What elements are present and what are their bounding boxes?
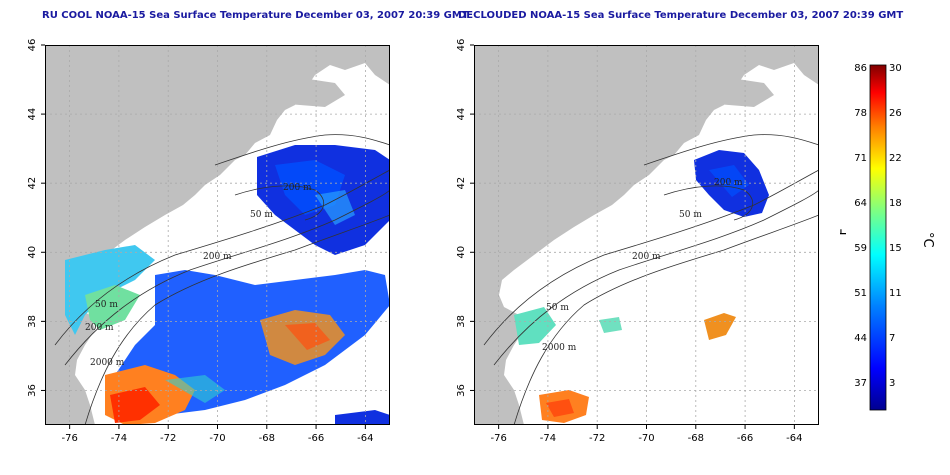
colorbar-gradient (869, 64, 887, 411)
celsius-tick-label: 26 (889, 108, 902, 119)
y-tick-label: 46 (27, 39, 38, 52)
fahrenheit-tick-label: 59 (854, 243, 867, 254)
raw-sst-map: 200 m 50 m 200 m 50 m 200 m 2000 m (45, 45, 390, 425)
depth-label: 2000 m (90, 358, 125, 368)
x-tick-label: -70 (638, 433, 654, 444)
y-tick-label: 38 (456, 315, 467, 328)
right-panel-title: DECLOUDED NOAA-15 Sea Surface Temperatur… (458, 10, 904, 21)
celsius-tick-label: 18 (889, 198, 902, 209)
celsius-label: °C (920, 232, 935, 248)
left-panel-title: RU COOL NOAA-15 Sea Surface Temperature … (42, 10, 469, 21)
depth-label: 50 m (546, 303, 569, 313)
depth-label: 200 m (714, 178, 743, 188)
depth-label: 50 m (250, 210, 273, 220)
fahrenheit-tick-label: 86 (854, 63, 867, 74)
y-tick-label: 38 (27, 315, 38, 328)
depth-label: 200 m (85, 323, 114, 333)
graticule (45, 45, 390, 425)
celsius-tick-label: 7 (889, 333, 895, 344)
temperature-colorbar: 86 78 71 64 59 51 44 37 30 26 22 18 15 11 7 3 °F °C (840, 63, 935, 411)
depth-label: 50 m (95, 300, 118, 310)
x-tick-label: -68 (688, 433, 704, 444)
x-tick-label: -64 (357, 433, 373, 444)
depth-label: 50 m (679, 210, 702, 220)
bathymetry-contours (483, 134, 819, 425)
celsius-tick-label: 30 (889, 63, 902, 74)
x-tick-label: -74 (540, 433, 556, 444)
depth-label: 200 m (632, 252, 661, 262)
land-mass (45, 45, 390, 425)
land-mass (474, 45, 819, 425)
y-tick-label: 40 (27, 246, 38, 259)
x-tick-label: -76 (61, 433, 77, 444)
sst-data (514, 150, 769, 423)
y-tick-label: 40 (456, 246, 467, 259)
celsius-tick-label: 11 (889, 288, 902, 299)
y-tick-label: 44 (27, 108, 38, 121)
x-tick-label: -70 (209, 433, 225, 444)
graticule (474, 45, 819, 425)
x-tick-label: -72 (589, 433, 605, 444)
declouded-sst-map: 200 m 50 m 200 m 50 m 2000 m (474, 45, 819, 425)
y-tick-label: 36 (27, 384, 38, 397)
x-tick-label: -74 (111, 433, 127, 444)
y-tick-label: 42 (27, 177, 38, 190)
celsius-tick-label: 3 (889, 378, 895, 389)
y-tick-label: 44 (456, 108, 467, 121)
x-tick-label: -66 (308, 433, 324, 444)
celsius-tick-label: 15 (889, 243, 902, 254)
y-tick-label: 36 (456, 384, 467, 397)
fahrenheit-tick-label: 37 (854, 378, 867, 389)
y-tick-label: 46 (456, 39, 467, 52)
fahrenheit-tick-label: 51 (854, 288, 867, 299)
depth-label: 200 m (283, 183, 312, 193)
fahrenheit-tick-label: 78 (854, 108, 867, 119)
fahrenheit-label: °F (840, 228, 850, 242)
fahrenheit-tick-label: 71 (854, 153, 867, 164)
depth-label: 200 m (203, 252, 232, 262)
celsius-tick-label: 22 (889, 153, 902, 164)
depth-label: 2000 m (542, 343, 577, 353)
x-tick-label: -64 (786, 433, 802, 444)
x-tick-label: -68 (259, 433, 275, 444)
x-tick-label: -72 (160, 433, 176, 444)
fahrenheit-tick-label: 44 (854, 333, 867, 344)
bathymetry-contours (54, 134, 390, 425)
fahrenheit-tick-label: 64 (854, 198, 867, 209)
x-tick-label: -76 (490, 433, 506, 444)
x-tick-label: -66 (737, 433, 753, 444)
y-tick-label: 42 (456, 177, 467, 190)
